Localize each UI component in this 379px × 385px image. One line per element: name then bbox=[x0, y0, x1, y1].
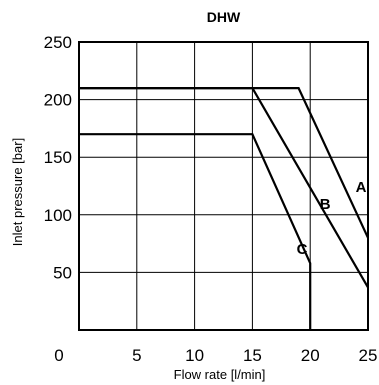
curve-label-c: C bbox=[297, 241, 308, 258]
y-axis-ticks: 50 100 150 200 250 bbox=[44, 33, 72, 282]
curve-labels: A B C bbox=[297, 179, 367, 258]
y-axis-label: Inlet pressure [bar] bbox=[10, 138, 25, 246]
x-axis-ticks: 0 5 10 15 20 25 bbox=[54, 346, 377, 365]
grid bbox=[79, 42, 368, 330]
chart-title: DHW bbox=[207, 9, 241, 25]
x-tick-label: 5 bbox=[132, 346, 141, 365]
series-line-a bbox=[79, 86, 369, 239]
x-tick-label: 0 bbox=[54, 346, 63, 365]
series-layer bbox=[79, 86, 369, 330]
y-tick-label: 150 bbox=[44, 148, 72, 167]
y-tick-label: 50 bbox=[53, 263, 72, 282]
y-tick-label: 250 bbox=[44, 33, 72, 52]
x-tick-label: 25 bbox=[359, 346, 378, 365]
plot-frame bbox=[78, 41, 369, 331]
y-tick-label: 200 bbox=[44, 91, 72, 110]
x-axis-label: Flow rate [l/min] bbox=[174, 367, 266, 382]
series-line-c bbox=[79, 133, 312, 330]
series-line-b bbox=[79, 86, 369, 288]
x-tick-label: 15 bbox=[243, 346, 262, 365]
x-tick-label: 10 bbox=[185, 346, 204, 365]
x-tick-label: 20 bbox=[301, 346, 320, 365]
curve-label-b: B bbox=[320, 196, 331, 213]
curve-label-a: A bbox=[356, 179, 367, 196]
y-tick-label: 100 bbox=[44, 206, 72, 225]
